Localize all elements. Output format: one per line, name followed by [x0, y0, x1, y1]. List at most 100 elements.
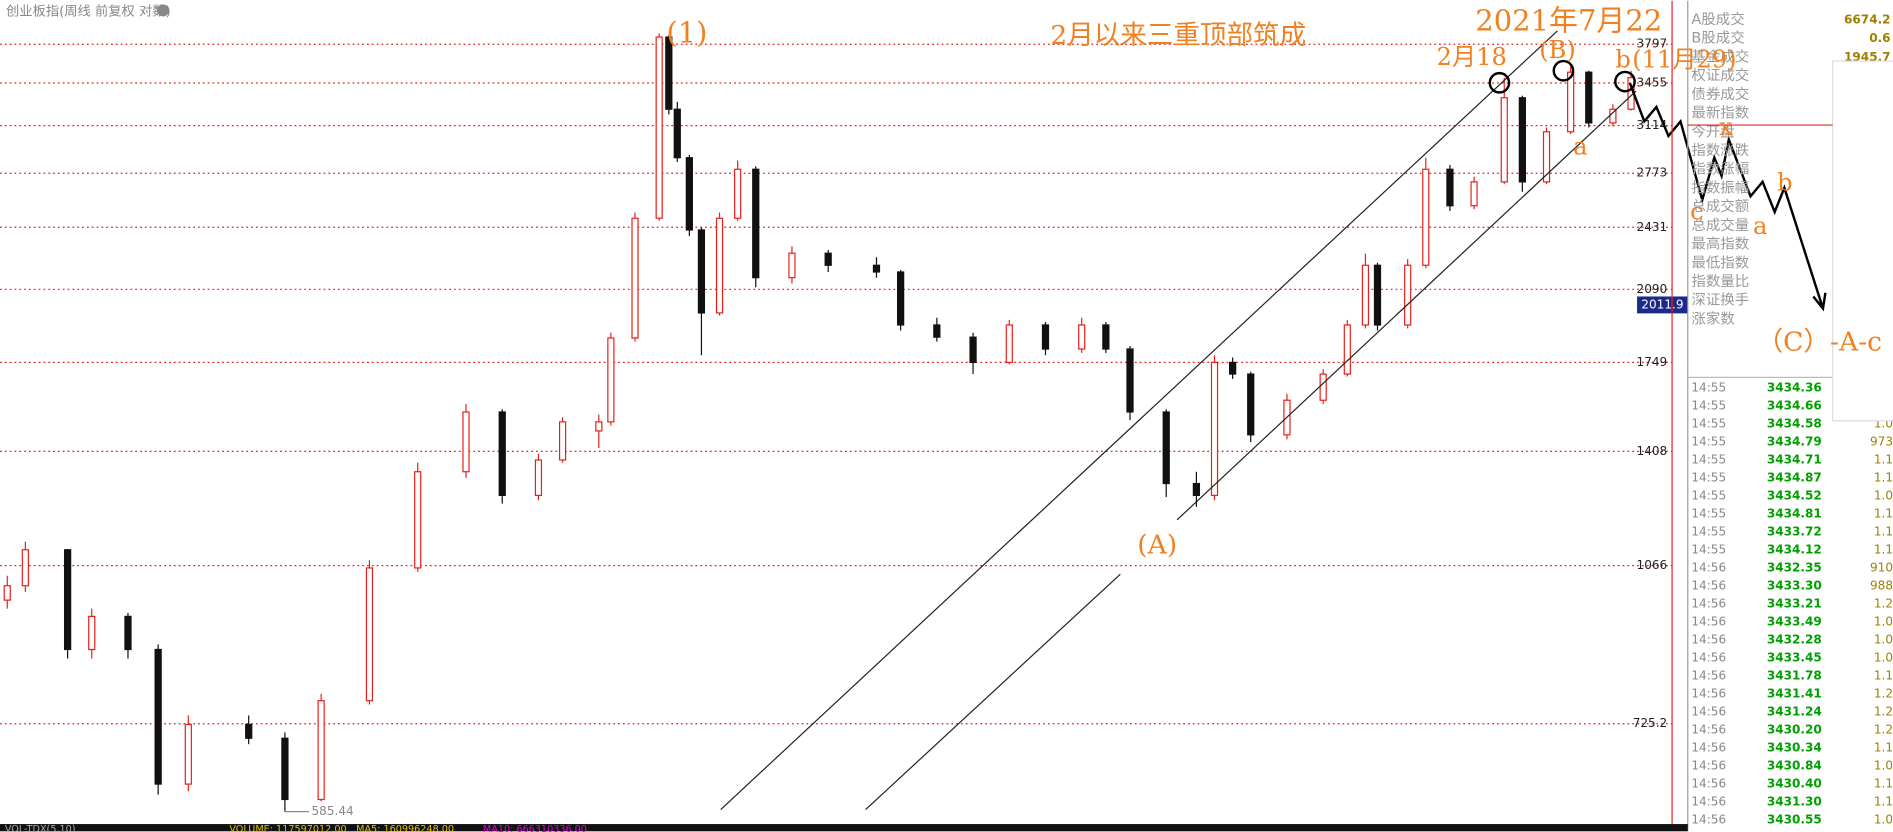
candle-body: [1162, 411, 1170, 485]
volume-ma5: MA5: 160996248.00: [356, 824, 454, 832]
candle-body: [673, 108, 681, 159]
candle-body: [1078, 324, 1086, 350]
tick-time: 14:56: [1691, 812, 1726, 826]
tick-volume: 1.2: [1874, 597, 1893, 611]
stat-value: 0.6: [1869, 31, 1890, 45]
tick-price: 3434.79: [1767, 435, 1822, 449]
candle-body: [715, 217, 724, 314]
candle-body: [1404, 264, 1412, 326]
annotation: x: [1719, 113, 1733, 141]
top-marker: [1488, 71, 1511, 94]
candle-body: [1126, 348, 1134, 413]
tick-time: 14:56: [1691, 651, 1726, 665]
candle-body: [558, 421, 567, 461]
low-label: 585.44: [311, 804, 353, 818]
candle-body: [824, 252, 832, 266]
stat-label: 总成交额: [1691, 197, 1749, 215]
y-tick-label: 2090: [1637, 282, 1668, 296]
volume-ma10: MA10: 666310336.00: [483, 824, 587, 832]
stat-label: 今开盘: [1691, 122, 1734, 140]
candle-body: [317, 700, 325, 801]
volume-value: VOLUME: 117597012.00: [229, 824, 346, 832]
annotation: (11月29): [1632, 46, 1736, 74]
candle-body: [1210, 361, 1219, 496]
tick-price: 3430.55: [1767, 812, 1822, 826]
tick-price: 3432.28: [1767, 633, 1822, 647]
candle-body: [245, 723, 253, 739]
tick-price: 3434.66: [1767, 399, 1822, 413]
tick-price: 3430.20: [1767, 723, 1822, 737]
candle-body: [1585, 71, 1593, 124]
tick-volume: 973: [1870, 435, 1893, 449]
tick-time: 14:56: [1691, 705, 1726, 719]
candle-body: [1319, 373, 1327, 401]
side-panel: A股成交 6674.2 B股成交 0.6 基金成交 1945.7 权证成交债券成交最新指数今…: [1687, 10, 1893, 826]
stat-label: 指数量比: [1691, 273, 1749, 290]
annotation: (A): [1137, 529, 1177, 560]
y-tick-label: 2431: [1637, 220, 1668, 234]
tick-time: 14:56: [1691, 615, 1726, 629]
annotation: b: [1615, 46, 1630, 74]
candle-body: [1192, 482, 1201, 496]
candle-body: [414, 471, 422, 569]
tick-time: 14:56: [1691, 687, 1726, 701]
cursor-label: 2011.9: [1641, 297, 1683, 311]
candle-body: [1373, 264, 1382, 326]
tick-price: 3434.52: [1767, 489, 1822, 503]
volume-strip: [0, 824, 1688, 832]
candle-body: [1422, 168, 1430, 266]
annotation: b: [1777, 169, 1792, 197]
candle-body: [752, 168, 760, 279]
candle-body: [665, 36, 673, 110]
tick-price: 3431.30: [1767, 794, 1822, 808]
stat-label: 指数涨幅: [1691, 161, 1749, 178]
tick-volume: 1.1: [1874, 794, 1893, 808]
tick-time: 14:56: [1691, 561, 1726, 575]
tick-volume: 1.2: [1874, 687, 1893, 701]
annotation: (1): [666, 16, 707, 50]
candle-body: [1361, 264, 1370, 326]
tick-time: 14:56: [1691, 776, 1726, 790]
stat-label: A股成交: [1691, 10, 1744, 28]
candle-body: [872, 264, 881, 273]
tick-price: 3434.81: [1767, 507, 1822, 521]
candle-body: [154, 648, 162, 785]
tick-volume: 1.0: [1874, 489, 1893, 503]
annotation: （C）-A-c: [1757, 327, 1882, 358]
stat-value: 6674.2: [1844, 13, 1891, 27]
tick-time: 14:55: [1691, 489, 1726, 503]
candle-body: [1041, 324, 1050, 350]
y-tick-label: 1408: [1637, 444, 1668, 458]
tick-time: 14:56: [1691, 669, 1726, 683]
tick-price: 3432.35: [1767, 561, 1822, 575]
tick-price: 3434.36: [1767, 381, 1822, 395]
settings-icon[interactable]: [156, 4, 170, 17]
stat-label: 基金成交: [1691, 47, 1749, 65]
candle-body: [655, 36, 663, 219]
tick-volume: 1.0: [1874, 633, 1893, 647]
candle-body: [697, 229, 706, 314]
tick-time: 14:55: [1691, 399, 1726, 413]
tick-time: 14:55: [1691, 453, 1726, 467]
candle-body: [1446, 168, 1454, 207]
tick-price: 3431.24: [1767, 705, 1822, 719]
tick-volume: 1.1: [1874, 776, 1893, 790]
tick-volume: 1.1: [1874, 740, 1893, 754]
candle-body: [788, 252, 796, 279]
volume-indicator: VOL-TDX(5,10): [5, 824, 76, 832]
channel-upper: [720, 30, 1558, 811]
popup: [1832, 60, 1893, 422]
annotation: c: [1690, 198, 1704, 226]
candle-body: [21, 549, 29, 587]
tick-price: 3433.72: [1767, 525, 1822, 539]
candle-body: [1343, 324, 1351, 375]
tick-price: 3431.78: [1767, 669, 1822, 683]
tick-time: 14:56: [1691, 794, 1726, 808]
tick-price: 3433.21: [1767, 597, 1822, 611]
candle-body: [365, 567, 374, 702]
candle-body: [685, 157, 693, 231]
tick-volume: 910: [1870, 561, 1893, 575]
candle-body: [607, 337, 615, 423]
